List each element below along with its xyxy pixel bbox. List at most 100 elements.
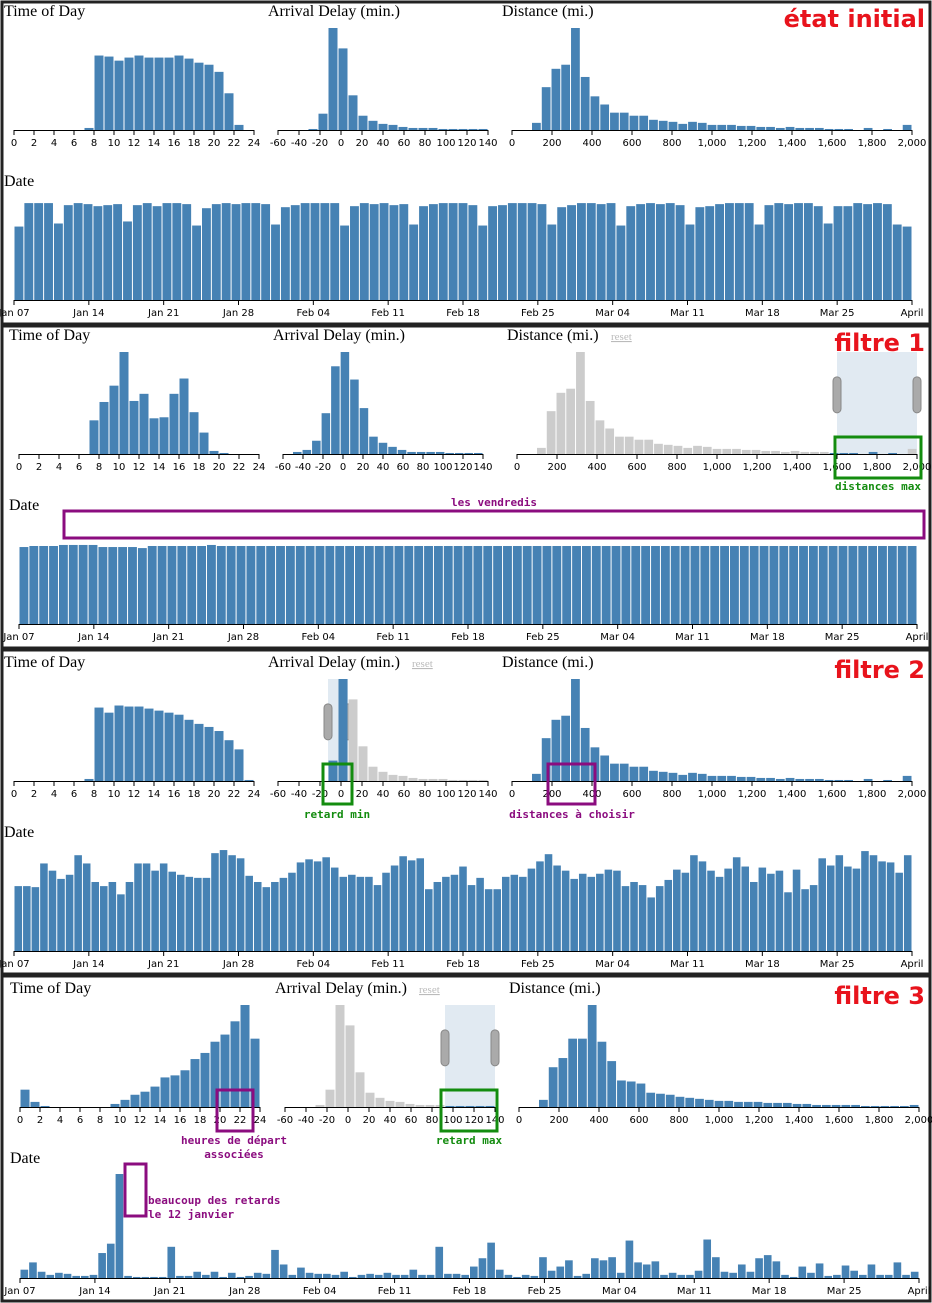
bar bbox=[665, 203, 675, 300]
brush-handle[interactable] bbox=[490, 1029, 500, 1067]
bar bbox=[83, 204, 93, 300]
bar bbox=[893, 1262, 902, 1278]
bar bbox=[537, 447, 546, 454]
bar bbox=[438, 128, 448, 130]
bar bbox=[340, 1271, 348, 1278]
bar bbox=[464, 452, 473, 454]
arrival-delay-title: Arrival Delay (min.) bbox=[275, 980, 407, 997]
bar bbox=[714, 1100, 724, 1107]
bar bbox=[20, 1089, 30, 1107]
bar bbox=[724, 868, 732, 951]
bar bbox=[435, 1246, 444, 1278]
tick-label: 10 bbox=[114, 1115, 127, 1126]
brush-handle[interactable] bbox=[323, 703, 333, 741]
bar bbox=[409, 1269, 418, 1278]
bar bbox=[863, 127, 873, 130]
bar bbox=[174, 55, 184, 130]
tick-label: Jan 28 bbox=[222, 308, 254, 319]
brush-handle[interactable] bbox=[832, 376, 842, 414]
brush-extent[interactable] bbox=[445, 1005, 495, 1107]
brush-handle[interactable] bbox=[440, 1029, 450, 1067]
bar bbox=[154, 57, 164, 130]
bar bbox=[450, 874, 459, 951]
bar bbox=[573, 1275, 582, 1278]
bar bbox=[755, 1258, 763, 1278]
arrival-delay-chart: -60 -40 -20 0 20 40 60 80 100 120 140 bbox=[275, 352, 493, 473]
bar bbox=[144, 57, 154, 130]
tick-label: Feb 25 bbox=[526, 632, 560, 643]
bar bbox=[81, 1275, 89, 1278]
tick-label: Feb 18 bbox=[446, 308, 480, 319]
tick-label: 10 bbox=[113, 462, 126, 473]
bar bbox=[678, 774, 688, 781]
bar bbox=[591, 1258, 599, 1278]
arrival-delay-title: Arrival Delay (min.) bbox=[273, 327, 405, 344]
tick-label: Jan 21 bbox=[153, 1286, 185, 1297]
bar bbox=[216, 546, 226, 624]
panel-etat_initial: état initial Time of Day Arrival Delay (mi… bbox=[0, 3, 926, 319]
bar bbox=[214, 71, 224, 130]
bar bbox=[46, 1274, 55, 1278]
bar bbox=[907, 448, 917, 454]
bar bbox=[103, 205, 113, 300]
bar bbox=[262, 1273, 271, 1278]
tick-label: Feb 25 bbox=[521, 308, 555, 319]
bar bbox=[779, 546, 789, 624]
bar bbox=[142, 203, 152, 300]
time-of-day-chart: 0 2 4 6 8 10 12 14 16 18 20 22 24 bbox=[17, 1005, 266, 1126]
bar bbox=[378, 123, 388, 130]
bar bbox=[219, 850, 228, 951]
tick-label: 2 bbox=[31, 138, 37, 149]
tick-label: 20 bbox=[363, 1115, 376, 1126]
bar bbox=[734, 203, 744, 300]
bar bbox=[642, 1264, 651, 1278]
bar bbox=[98, 1253, 106, 1278]
bar bbox=[730, 546, 739, 624]
bar bbox=[348, 874, 356, 951]
tick-label: 1,800 bbox=[865, 1115, 894, 1126]
tick-label: Feb 11 bbox=[376, 632, 410, 643]
bar bbox=[442, 876, 450, 951]
bar bbox=[72, 1275, 81, 1278]
bar bbox=[194, 723, 204, 781]
bar bbox=[725, 203, 734, 300]
bar bbox=[604, 869, 613, 951]
bar bbox=[179, 378, 189, 454]
distance-chart: 0 200 400 600 800 1,000 1,200 1,400 1,600 1,800 2,… bbox=[516, 1005, 932, 1126]
bar bbox=[720, 1271, 729, 1278]
distance-chart: 0 200 400 600 800 1,000 1,200 1,400 1,600 1,800 2,… bbox=[509, 679, 926, 800]
date-title: Date bbox=[4, 173, 34, 190]
tick-label: 800 bbox=[662, 138, 681, 149]
bar bbox=[378, 442, 388, 454]
bar bbox=[599, 1260, 608, 1278]
bar bbox=[512, 546, 522, 624]
tick-label: Mar 11 bbox=[670, 959, 705, 970]
annotation-layer: distances max les vendredis retard min dist… bbox=[62, 435, 926, 1221]
bar bbox=[824, 1275, 833, 1278]
bar bbox=[853, 203, 863, 300]
distance-title: Distance (mi.) bbox=[509, 980, 601, 997]
bar bbox=[350, 379, 359, 454]
bar bbox=[732, 857, 741, 951]
bar bbox=[800, 451, 810, 454]
tick-label: 20 bbox=[208, 138, 221, 149]
bar bbox=[473, 546, 483, 624]
bar bbox=[841, 1265, 850, 1278]
arrival-delay-chart: -60 -40 -20 0 20 40 60 80 100 120 140 bbox=[270, 679, 498, 800]
tick-label: -60 bbox=[270, 138, 286, 149]
date-chart: Jan 07 Jan 14 Jan 21 Jan 28 Feb 04 Feb 11 Feb … bbox=[2, 544, 928, 643]
bar bbox=[873, 203, 882, 300]
tick-label: Mar 25 bbox=[825, 632, 860, 643]
bar bbox=[899, 1105, 909, 1107]
brush-handle[interactable] bbox=[912, 376, 922, 414]
date-chart: Jan 07 Jan 14 Jan 21 Jan 28 Feb 04 Feb 11 Feb … bbox=[0, 850, 923, 970]
bar bbox=[852, 868, 861, 951]
bar bbox=[424, 546, 433, 624]
bar bbox=[152, 206, 162, 300]
tick-label: 1,400 bbox=[778, 789, 807, 800]
bar bbox=[300, 203, 310, 300]
bar bbox=[764, 205, 774, 300]
brush-extent[interactable] bbox=[837, 352, 917, 454]
bar bbox=[29, 546, 39, 624]
bar bbox=[551, 68, 561, 130]
